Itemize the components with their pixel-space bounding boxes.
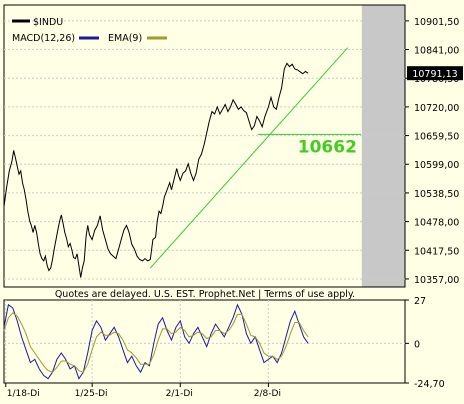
last-value-badge [407, 66, 463, 81]
macd-tick-label: -24,70 [414, 379, 445, 390]
price-tick-label: 10417,50 [414, 246, 459, 257]
date-tick-label: 2/8-Di [254, 389, 281, 399]
future-region [361, 5, 405, 287]
date-tick-label: 2/1-Di [166, 389, 193, 399]
legend-label-macd: MACD(12,26) [12, 33, 75, 44]
legend-label-ema: EMA(9) [108, 33, 142, 44]
price-tick-label: 10478,00 [414, 218, 459, 229]
legend-label-price: $INDU [33, 17, 63, 28]
ema-line [3, 312, 309, 373]
price-tick-label: 10659,50 [414, 132, 459, 143]
price-tick-label: 10599,00 [414, 160, 459, 171]
trend-line [149, 47, 349, 269]
quote-delay-note: Quotes are delayed. U.S. EST. Prophet.Ne… [54, 289, 356, 300]
support-value-label: 10662 [298, 137, 357, 157]
date-tick-label: 1/18-Di [7, 389, 40, 399]
price-tick-label: 10901,50 [414, 17, 459, 28]
price-series-line [3, 62, 309, 278]
macd-tick-label: 0 [414, 339, 420, 350]
last-value-label: 10791,13 [412, 69, 457, 80]
price-tick-label: 10841,00 [414, 46, 459, 57]
macd-line [3, 303, 309, 380]
price-tick-label: 10357,00 [414, 275, 459, 286]
price-plot-area [3, 4, 406, 288]
price-tick-label: 10720,00 [414, 103, 459, 114]
date-tick-label: 1/25-Di [75, 389, 108, 399]
macd-tick-label: 27 [414, 296, 426, 307]
price-tick-label: 10538,50 [414, 189, 459, 200]
